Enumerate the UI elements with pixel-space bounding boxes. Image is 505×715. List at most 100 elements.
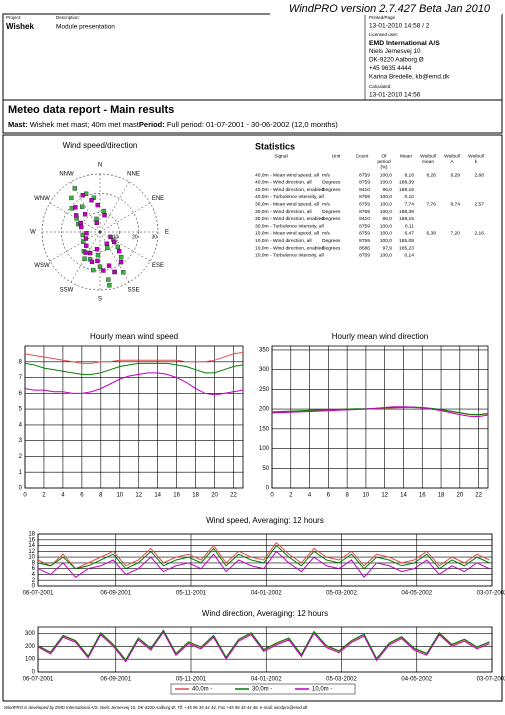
table-cell: 8759 [359, 209, 370, 215]
y-tick-label: 0 [32, 584, 36, 590]
x-tick-label: 05-03-2002 [326, 591, 357, 597]
licensed-label: Licensed user: [369, 32, 398, 37]
rose-direction-label: ENE [152, 196, 164, 202]
x-tick-label: 16 [173, 493, 180, 499]
y-tick-label: 5 [19, 407, 23, 413]
mast: Wishek met mast; 40m met mast [30, 120, 140, 129]
x-tick-label: 03-07-2002 [477, 677, 505, 683]
rose-point [80, 204, 85, 209]
legend-box [170, 683, 356, 695]
series-line [24, 372, 244, 396]
rose-point [106, 263, 112, 268]
rose-point [72, 186, 78, 191]
table-cell: 100,0 [380, 180, 393, 186]
x-tick-label: 03-07-2002 [477, 591, 505, 597]
series-line [37, 544, 490, 570]
table-cell: 185,08 [399, 238, 414, 244]
series-line [24, 351, 244, 364]
rose-point [107, 283, 112, 288]
x-tick-label: 20 [456, 493, 463, 499]
x-tick-label: 12 [381, 493, 388, 499]
rose-point [118, 259, 124, 265]
table-cell: 8759 [359, 253, 370, 259]
y-tick-label: 12 [28, 549, 35, 555]
table-cell: 30,0m - Turbulence intensity, all [255, 223, 324, 229]
rose-ring [61, 193, 139, 271]
y-tick-label: 50 [262, 466, 269, 472]
chart-title: Wind speed, Averaging: 12 hours [206, 516, 324, 525]
table-cell: 8759 [359, 172, 370, 178]
y-tick-label: 14 [28, 543, 35, 549]
table-cell: 2,16 [474, 231, 484, 237]
table-cell: Degrees [322, 180, 341, 186]
y-tick-label: 250 [259, 387, 270, 393]
rose-point [91, 267, 96, 273]
y-tick-label: 350 [259, 348, 270, 354]
rose-point [69, 195, 74, 201]
chart-title: Hourly mean wind direction [332, 332, 429, 341]
x-tick-label: 05-11-2001 [176, 591, 207, 597]
licensed-line: Niels Jernesvej 10 [369, 48, 421, 55]
printed: 13-01-2010 14:58 / 2 [369, 23, 430, 30]
table-cell: 8,26 [426, 172, 436, 178]
title-backdrop [270, 2, 502, 15]
rose-point [83, 250, 88, 255]
table-cell: 8759 [359, 180, 370, 186]
rose-point [95, 258, 100, 264]
rose-point [121, 270, 126, 275]
rose-point [101, 268, 106, 273]
table-cell: 185,23 [399, 245, 414, 251]
table-cell: 8759 [359, 223, 370, 229]
table-cell: Degrees [322, 187, 341, 193]
table-cell: 100,0 [380, 231, 393, 237]
rose-direction-label: S [98, 297, 102, 303]
licensed-line: EMD International A/S [369, 40, 440, 47]
table-header: Count [356, 153, 369, 159]
table-cell: 6,38 [426, 231, 436, 237]
x-tick-label: 04-05-2002 [401, 591, 432, 597]
y-tick-label: 1 [19, 470, 23, 476]
table-cell: 0,10 [404, 194, 414, 200]
y-tick-label: 2 [19, 454, 23, 460]
rose-point [84, 231, 89, 236]
plot-frame [271, 345, 489, 489]
rose-point [80, 193, 85, 198]
y-tick-label: 8 [19, 359, 23, 365]
rose-point [82, 256, 87, 261]
table-cell: 100,0 [380, 209, 393, 215]
statistics-title: Statistics [255, 141, 295, 151]
rose-direction-label: W [30, 230, 36, 236]
rose-point [91, 195, 97, 200]
x-tick-label: 06-07-2001 [23, 677, 54, 683]
mast-line: Mast: Wishek met mast; 40m met mastPerio… [8, 120, 338, 129]
series-line [37, 631, 490, 663]
x-tick-label: 6 [327, 493, 331, 499]
rose-ring-label: 20 [132, 234, 138, 240]
rose-point [88, 250, 93, 256]
rose-point [94, 220, 99, 226]
period-label: Period: [139, 120, 165, 129]
report-title: Meteo data report - Main results [8, 104, 174, 116]
rose-point [83, 236, 89, 241]
table-header: Mean [400, 153, 412, 159]
series-line [24, 362, 244, 375]
y-tick-label: 18 [28, 532, 35, 538]
x-tick-label: 10 [363, 493, 370, 499]
table-header: Signal [274, 153, 287, 159]
table-cell: 100,0 [380, 223, 393, 229]
table-header: period [377, 159, 391, 165]
rose-ring-label: 30 [151, 234, 157, 240]
rose-spoke [99, 181, 130, 233]
rose-point [94, 246, 100, 252]
table-cell: m/s [322, 201, 330, 207]
x-tick-label: 12 [135, 493, 142, 499]
rose-point [73, 205, 78, 210]
period: Full period: 01-07-2001 - 30-06-2002 (12… [167, 120, 338, 129]
table-cell: 10,0m - Wind direction, all [255, 238, 312, 244]
rose-point [116, 248, 122, 254]
licensed-line: +45 9635 4444 [369, 65, 412, 72]
table-cell: 7,76 [426, 201, 436, 207]
table-cell: 96,0 [382, 216, 392, 222]
table-cell: m/s [322, 172, 330, 178]
table-header: mean [422, 160, 434, 165]
